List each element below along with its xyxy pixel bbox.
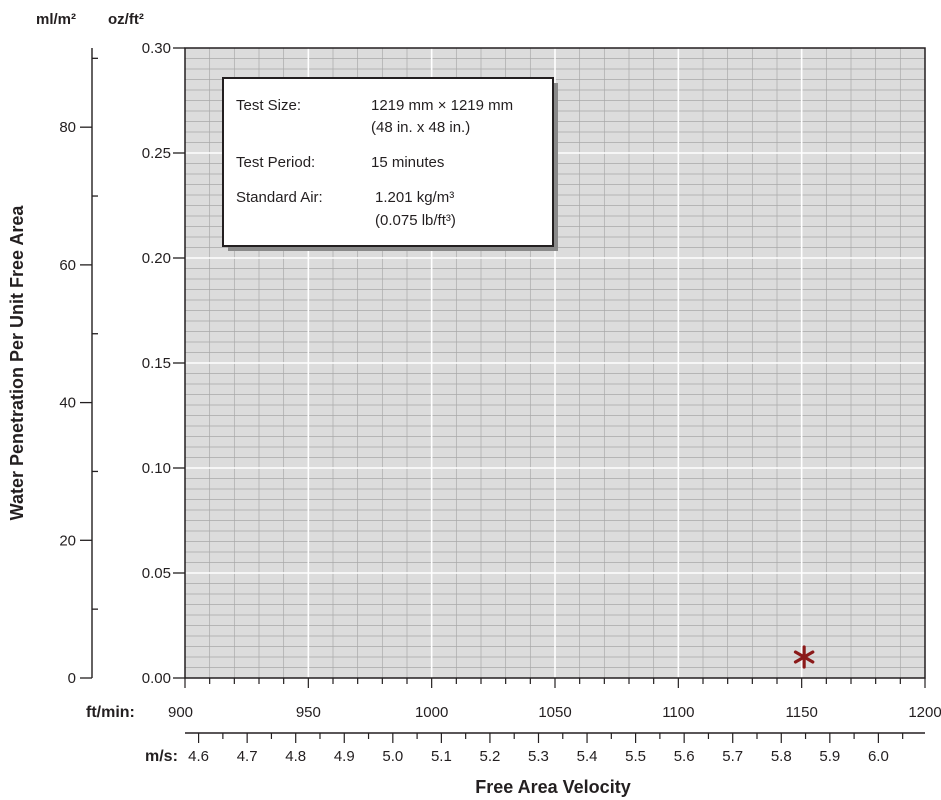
ml-axis: 0 20 40 60 80 (59, 48, 98, 687)
ml-tick-label: 20 (59, 532, 76, 549)
ft-tick-label: 1150 (786, 704, 818, 721)
ms-tick-label: 5.8 (771, 748, 792, 765)
oz-tick-label: 0.15 (142, 355, 171, 372)
info-box-frame (222, 77, 554, 247)
oz-unit-label: oz/ft² (108, 11, 144, 28)
ms-tick-label: 5.5 (625, 748, 646, 765)
y-axis-title: Water Penetration Per Unit Free Area (7, 205, 27, 521)
oz-tick-label: 0.25 (142, 145, 171, 162)
ms-tick-label: 5.3 (528, 748, 549, 765)
ms-tick-label: 5.1 (431, 748, 452, 765)
info-label-standard-air: Standard Air: (236, 189, 323, 206)
ms-tick-label: 5.7 (722, 748, 743, 765)
ml-unit-label: ml/m² (36, 11, 76, 28)
ft-axis: 900 950 1000 1050 1100 1150 1200 (168, 678, 941, 721)
ms-tick-label: 6.0 (868, 748, 889, 765)
ms-tick-label: 5.0 (382, 748, 403, 765)
oz-tick-label: 0.05 (142, 565, 171, 582)
ft-unit-label: ft/min: (86, 704, 135, 721)
ft-tick-label: 1200 (908, 704, 941, 721)
info-value-standard-air-metric: 1.201 kg/m³ (375, 189, 454, 206)
ml-tick-label: 80 (59, 119, 76, 136)
oz-tick-label: 0.00 (142, 670, 171, 687)
ms-tick-label: 4.9 (334, 748, 355, 765)
ft-tick-label: 900 (168, 704, 193, 721)
ft-tick-label: 1050 (538, 704, 571, 721)
data-point-asterisk (793, 645, 815, 669)
ms-tick-label: 4.7 (237, 748, 258, 765)
info-label-test-size: Test Size: (236, 97, 301, 114)
oz-tick-label: 0.20 (142, 250, 171, 267)
ft-tick-label: 1100 (662, 704, 694, 721)
ft-tick-label: 1000 (415, 704, 448, 721)
ms-unit-label: m/s: (145, 748, 178, 765)
ml-tick-label: 60 (59, 257, 76, 274)
info-value-test-size-imperial: (48 in. x 48 in.) (371, 119, 470, 136)
ms-tick-label: 4.6 (188, 748, 209, 765)
ms-tick-label: 5.2 (480, 748, 501, 765)
info-value-test-period: 15 minutes (371, 154, 444, 171)
ms-tick-label: 4.8 (285, 748, 306, 765)
ms-tick-label: 5.6 (674, 748, 695, 765)
ft-tick-label: 950 (296, 704, 321, 721)
ms-tick-label: 5.4 (577, 748, 598, 765)
ml-tick-label: 0 (68, 670, 76, 687)
ms-tick-label: 5.9 (819, 748, 840, 765)
data-points (793, 645, 815, 669)
x-axis-title: Free Area Velocity (475, 777, 630, 797)
oz-tick-label: 0.30 (142, 40, 171, 57)
info-box: Test Size: 1219 mm × 1219 mm (48 in. x 4… (222, 77, 558, 251)
ml-tick-label: 40 (59, 395, 76, 412)
info-label-test-period: Test Period: (236, 154, 315, 171)
info-value-standard-air-imperial: (0.075 lb/ft³) (375, 212, 456, 229)
info-value-test-size-metric: 1219 mm × 1219 mm (371, 97, 513, 114)
oz-axis: 0.00 0.05 0.10 0.15 0.20 0.25 0.30 (142, 40, 185, 687)
oz-tick-label: 0.10 (142, 460, 171, 477)
asterisk-stroke (793, 650, 815, 664)
ms-axis: 4.6 4.7 4.8 4.9 5.0 5.1 5.2 5.3 5.4 5.5 5.6 5.7 5.8 5… (185, 732, 925, 765)
